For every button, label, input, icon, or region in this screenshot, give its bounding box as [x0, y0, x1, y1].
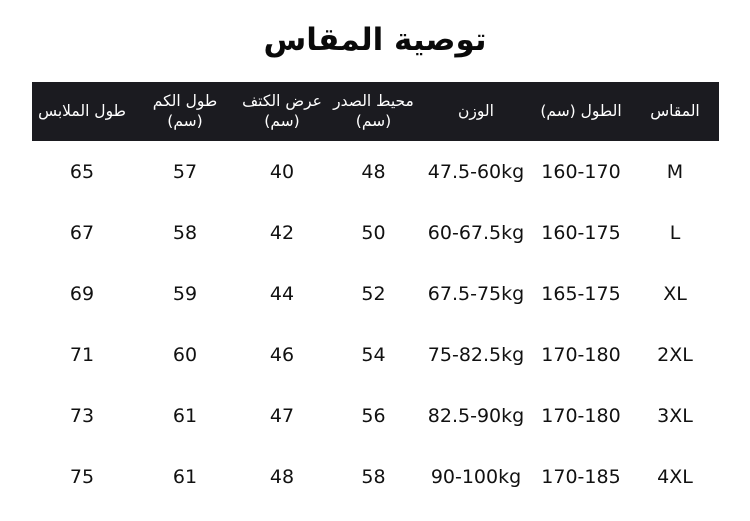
cell-chest: 48: [326, 141, 421, 202]
page-title: توصية المقاس: [263, 22, 487, 58]
table-row: 2XL 170-180 75-82.5kg 54 46 60 71: [32, 324, 719, 385]
cell-size: 2XL: [631, 324, 719, 385]
cell-size: L: [631, 202, 719, 263]
table-row: 4XL 170-185 90-100kg 58 48 61 75: [32, 446, 719, 507]
cell-chest: 52: [326, 263, 421, 324]
column-header-sleeve: طول الكم (سم): [152, 92, 218, 130]
cell-size: 3XL: [631, 385, 719, 446]
cell-height: 170-180: [531, 385, 631, 446]
column-header-size: المقاس: [650, 102, 700, 120]
table-header-row: المقاس الطول (سم) الوزن محيط الصدر (سم) …: [32, 82, 719, 141]
cell-shoulder: 47: [238, 385, 326, 446]
cell-shoulder: 40: [238, 141, 326, 202]
cell-length: 69: [32, 263, 132, 324]
cell-length: 75: [32, 446, 132, 507]
cell-size: XL: [631, 263, 719, 324]
cell-height: 160-175: [531, 202, 631, 263]
cell-chest: 56: [326, 385, 421, 446]
column-header-shoulder: عرض الكتف (سم): [242, 92, 322, 130]
cell-height: 165-175: [531, 263, 631, 324]
cell-shoulder: 48: [238, 446, 326, 507]
table-row: 3XL 170-180 82.5-90kg 56 47 61 73: [32, 385, 719, 446]
cell-shoulder: 44: [238, 263, 326, 324]
cell-sleeve: 57: [132, 141, 238, 202]
cell-chest: 54: [326, 324, 421, 385]
size-table-wrapper: المقاس الطول (سم) الوزن محيط الصدر (سم) …: [32, 82, 719, 507]
table-row: M 160-170 47.5-60kg 48 40 57 65: [32, 141, 719, 202]
cell-length: 67: [32, 202, 132, 263]
cell-size: 4XL: [631, 446, 719, 507]
cell-sleeve: 58: [132, 202, 238, 263]
column-header-length: طول الملابس: [38, 102, 126, 120]
cell-chest: 58: [326, 446, 421, 507]
cell-weight: 82.5-90kg: [421, 385, 531, 446]
column-header-chest: محيط الصدر (سم): [333, 92, 414, 130]
cell-sleeve: 61: [132, 446, 238, 507]
cell-size: M: [631, 141, 719, 202]
cell-length: 65: [32, 141, 132, 202]
table-body: M 160-170 47.5-60kg 48 40 57 65 L 160-17…: [32, 141, 719, 507]
cell-height: 170-180: [531, 324, 631, 385]
table-row: XL 165-175 67.5-75kg 52 44 59 69: [32, 263, 719, 324]
cell-weight: 47.5-60kg: [421, 141, 531, 202]
table-header: المقاس الطول (سم) الوزن محيط الصدر (سم) …: [32, 82, 719, 141]
cell-weight: 90-100kg: [421, 446, 531, 507]
cell-length: 71: [32, 324, 132, 385]
cell-shoulder: 42: [238, 202, 326, 263]
size-table: المقاس الطول (سم) الوزن محيط الصدر (سم) …: [32, 82, 719, 507]
cell-sleeve: 59: [132, 263, 238, 324]
cell-sleeve: 60: [132, 324, 238, 385]
cell-height: 170-185: [531, 446, 631, 507]
column-header-weight: الوزن: [458, 102, 494, 120]
table-row: L 160-175 60-67.5kg 50 42 58 67: [32, 202, 719, 263]
cell-length: 73: [32, 385, 132, 446]
cell-weight: 67.5-75kg: [421, 263, 531, 324]
cell-height: 160-170: [531, 141, 631, 202]
cell-sleeve: 61: [132, 385, 238, 446]
cell-weight: 60-67.5kg: [421, 202, 531, 263]
cell-shoulder: 46: [238, 324, 326, 385]
cell-weight: 75-82.5kg: [421, 324, 531, 385]
cell-chest: 50: [326, 202, 421, 263]
column-header-height: الطول (سم): [540, 102, 622, 120]
